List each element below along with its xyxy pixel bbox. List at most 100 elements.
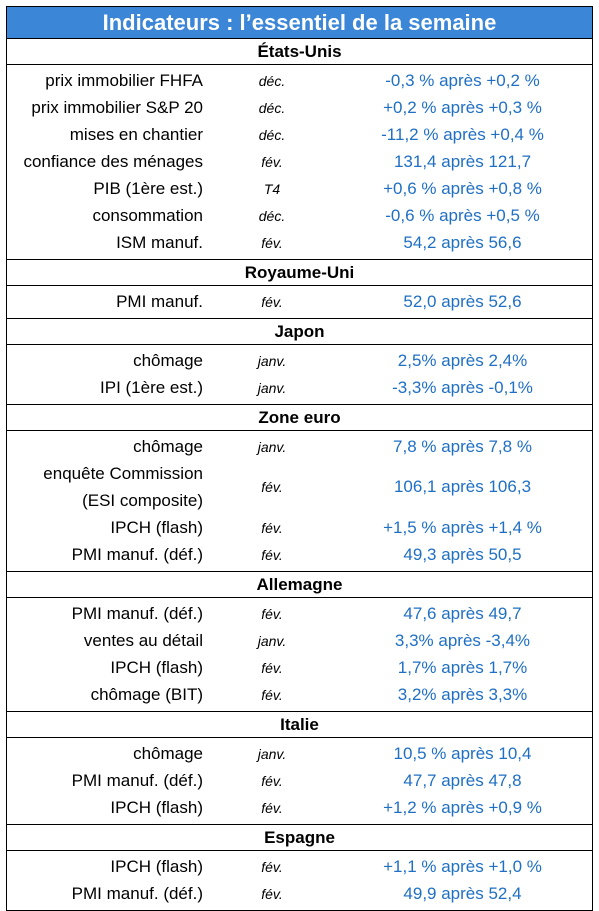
indicator-label-line: prix immobilier S&P 20 — [31, 98, 203, 117]
period-label: déc. — [258, 72, 286, 89]
section-header: États-Unis — [7, 39, 592, 65]
period-label: déc. — [258, 99, 286, 116]
section-header: Japon — [7, 318, 592, 345]
indicator-value: -0,3 % après +0,2 % — [385, 70, 540, 90]
period-label: fév. — [261, 519, 283, 536]
indicator-value: +0,2 % après +0,3 % — [383, 97, 542, 117]
indicator-value: +1,5 % après +1,4 % — [383, 517, 542, 537]
section-header: Zone euro — [7, 404, 592, 431]
section-header: Espagne — [7, 824, 592, 851]
section-rows: PMI manuf. (déf.) fév. 47,6 après 49,7 vent… — [7, 598, 592, 711]
period-label: fév. — [261, 546, 283, 563]
table-row: PMI manuf. (déf.) fév. 47,7 après 47,8 — [7, 767, 592, 794]
section-header: Allemagne — [7, 571, 592, 598]
table-title: Indicateurs : l’essentiel de la semaine — [7, 7, 592, 39]
table-row: PIB (1ère est.) T4 +0,6 % après +0,8 % — [7, 175, 592, 202]
indicator-label-line: PIB (1ère est.) — [93, 179, 203, 198]
indicator-label: ventes au détail — [7, 627, 203, 654]
section-rows: IPCH (flash) fév. +1,1 % après +1,0 % PMI m… — [7, 851, 592, 910]
section-header: Royaume-Uni — [7, 259, 592, 286]
table-row: confiance des ménages fév. 131,4 après 121… — [7, 148, 592, 175]
indicator-label: chômage (BIT) — [7, 681, 203, 708]
indicator-label-line: chômage — [133, 437, 203, 456]
indicator-value: +1,1 % après +1,0 % — [383, 856, 542, 876]
indicator-value: 106,1 après 106,3 — [393, 477, 532, 496]
indicator-label: chômage — [7, 347, 203, 374]
period-label: fév. — [261, 772, 283, 789]
table-row: chômage janv. 10,5 % après 10,4 — [7, 740, 592, 767]
indicator-label-line: IPCH (flash) — [110, 658, 203, 677]
indicator-label: chômage — [7, 433, 203, 460]
indicator-label: chômage — [7, 740, 203, 767]
indicator-label: IPCH (flash) — [7, 514, 203, 541]
indicator-value: 10,5 % après 10,4 — [393, 743, 532, 763]
indicator-label-line: confiance des ménages — [23, 152, 203, 171]
indicator-label: PMI manuf. (déf.) — [7, 880, 203, 907]
table-row: PMI manuf. (déf.) fév. 49,3 après 50,5 — [7, 541, 592, 568]
indicator-label-line: PMI manuf. (déf.) — [71, 545, 203, 564]
table-row: prix immobilier FHFA déc. -0,3 % après +0,… — [7, 67, 592, 94]
indicator-label-line: PMI manuf. (déf.) — [71, 604, 203, 623]
period-label: fév. — [261, 234, 283, 251]
indicator-label-line: ventes au détail — [83, 631, 203, 650]
period-label: janv. — [257, 379, 287, 396]
table-row: chômage (BIT) fév. 3,2% après 3,3% — [7, 681, 592, 708]
section-rows: chômage janv. 2,5% après 2,4% IPI (1ère est… — [7, 345, 592, 404]
indicator-value: 3,3% après -3,4% — [394, 630, 531, 650]
table-row: PMI manuf. (déf.) fév. 49,9 après 52,4 — [7, 880, 592, 907]
indicator-label-line: IPCH (flash) — [110, 518, 203, 537]
table-row: IPCH (flash) fév. 1,7% après 1,7% — [7, 654, 592, 681]
indicator-label: enquête Commission (ESI composite) — [7, 460, 203, 514]
period-label: janv. — [257, 438, 287, 455]
indicator-label-line: mises en chantier — [69, 125, 203, 144]
indicator-value: 131,4 après 121,7 — [393, 151, 532, 171]
period-label: fév. — [261, 686, 283, 703]
period-label: fév. — [261, 799, 283, 816]
table-row: PMI manuf. fév. 52,0 après 52,6 — [7, 288, 592, 315]
indicator-value: 47,7 après 47,8 — [403, 770, 522, 790]
indicator-label-line-2: (ESI composite) — [82, 491, 203, 510]
table-row: IPCH (flash) fév. +1,5 % après +1,4 % — [7, 514, 592, 541]
period-label: fév. — [261, 885, 283, 902]
indicator-value: 49,3 après 50,5 — [403, 544, 522, 564]
indicator-label: consommation — [7, 202, 203, 229]
indicator-label: PMI manuf. — [7, 288, 203, 315]
indicators-table: Indicateurs : l’essentiel de la semaine … — [6, 6, 593, 911]
indicator-label-line: chômage (BIT) — [90, 685, 203, 704]
table-row: ventes au détail janv. 3,3% après -3,4% — [7, 627, 592, 654]
indicator-value: -11,2 % après +0,4 % — [381, 124, 544, 144]
sections-container: États-Unis prix immobilier FHFA déc. -0,3 %… — [7, 39, 592, 910]
indicator-label: IPI (1ère est.) — [7, 374, 203, 401]
indicator-label-line: PMI manuf. (déf.) — [71, 771, 203, 790]
indicator-label-line: enquête Commission — [43, 464, 203, 483]
indicator-label-line: chômage — [133, 744, 203, 763]
section-rows: PMI manuf. fév. 52,0 après 52,6 — [7, 286, 592, 318]
indicator-value: 52,0 après 52,6 — [403, 291, 522, 311]
section-rows: chômage janv. 7,8 % après 7,8 % enquête Com… — [7, 431, 592, 571]
indicator-label: IPCH (flash) — [7, 654, 203, 681]
indicator-label: IPCH (flash) — [7, 794, 203, 821]
period-label: fév. — [261, 293, 283, 310]
indicator-value: 47,6 après 49,7 — [403, 603, 522, 623]
period-label: T4 — [263, 180, 281, 197]
indicator-value: +0,6 % après +0,8 % — [383, 178, 542, 198]
indicator-value: 49,9 après 52,4 — [403, 883, 522, 903]
period-label: fév. — [261, 858, 283, 875]
indicator-label-line: IPCH (flash) — [110, 798, 203, 817]
indicator-label: prix immobilier S&P 20 — [7, 94, 203, 121]
section-header: Italie — [7, 711, 592, 738]
table-row: consommation déc. -0,6 % après +0,5 % — [7, 202, 592, 229]
table-row: mises en chantier déc. -11,2 % après +0,4 … — [7, 121, 592, 148]
indicator-label: mises en chantier — [7, 121, 203, 148]
indicator-label-line: consommation — [92, 206, 203, 225]
table-row: IPCH (flash) fév. +1,2 % après +0,9 % — [7, 794, 592, 821]
indicator-value: -0,6 % après +0,5 % — [385, 205, 540, 225]
table-row: enquête Commission (ESI composite) fév. 106… — [7, 460, 592, 514]
indicator-value: +1,2 % après +0,9 % — [383, 797, 542, 817]
indicator-value: 54,2 après 56,6 — [403, 232, 522, 252]
indicator-value: 7,8 % après 7,8 % — [393, 436, 532, 456]
indicator-label-line: ISM manuf. — [116, 233, 203, 252]
period-label: janv. — [257, 745, 287, 762]
period-label: fév. — [261, 479, 283, 495]
indicator-label: prix immobilier FHFA — [7, 67, 203, 94]
